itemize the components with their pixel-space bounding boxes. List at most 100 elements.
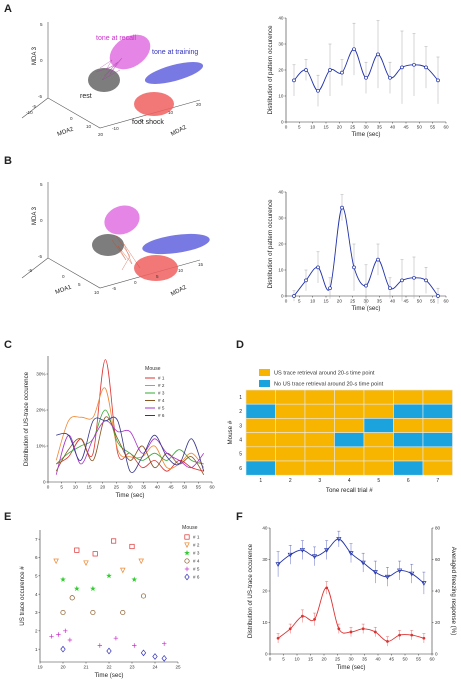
legend-label: # 1 xyxy=(158,376,165,381)
x-tick-label: 40 xyxy=(375,657,381,662)
cluster-rest xyxy=(88,68,120,92)
data-point xyxy=(299,548,305,553)
right-tick-label: 80 xyxy=(435,526,441,531)
y-tick-label: 10 xyxy=(278,268,284,273)
data-point xyxy=(120,609,126,616)
data-point xyxy=(92,551,98,557)
x-tick-label: 20 xyxy=(337,299,343,304)
y-tick-label: 10 xyxy=(278,94,284,99)
panel-letter-f: F xyxy=(236,511,243,523)
right-axis-label: Averaged freezing response (%) xyxy=(450,547,457,636)
y-axis-label: Distribution of pattern occurence xyxy=(267,199,274,289)
y-tick-label: 30% xyxy=(36,372,45,377)
data-point xyxy=(376,257,380,262)
x-tick-label: 25 xyxy=(114,485,120,490)
x-tick-label: 55 xyxy=(196,485,202,490)
y-tick-label: 0 xyxy=(265,652,268,657)
x-tick-label: 0 xyxy=(285,125,288,130)
series-line xyxy=(56,416,205,473)
x-tick-label: 5 xyxy=(298,125,301,130)
data-point xyxy=(313,617,316,621)
series-line xyxy=(277,538,425,584)
y-tick-label: 0 xyxy=(43,480,46,485)
y-tick-label: 20% xyxy=(36,408,45,413)
data-point xyxy=(311,554,318,560)
z-tick: 0 xyxy=(40,58,43,63)
data-point xyxy=(336,537,342,542)
x-tick-label: 25 xyxy=(350,299,356,304)
y-tick-label: 10% xyxy=(36,444,45,449)
data-point xyxy=(288,627,292,631)
x-tick-label: 45 xyxy=(389,657,395,662)
right-tick-label: 0 xyxy=(435,652,438,657)
data-point xyxy=(129,543,135,550)
data-point xyxy=(397,568,403,574)
axis-label-z: MDA 3 xyxy=(32,206,38,225)
data-point xyxy=(140,649,147,657)
data-point xyxy=(384,574,391,580)
x-tick-label: 35 xyxy=(362,657,368,662)
x-tick-label: 30 xyxy=(363,125,369,130)
legend-marker xyxy=(184,542,190,548)
data-point xyxy=(69,595,75,601)
x-tick-label: 10 xyxy=(310,299,316,304)
x-tick-label: 35 xyxy=(377,299,383,304)
series-line xyxy=(55,409,204,465)
y-tick: 20 xyxy=(196,102,202,107)
x-tick-label: 60 xyxy=(443,125,449,130)
y-tick-label: 4 xyxy=(35,592,38,597)
right-tick-label: 60 xyxy=(435,557,441,562)
y-tick: -10 xyxy=(112,126,119,131)
x-tick-label: 20 xyxy=(100,485,106,490)
data-point xyxy=(352,47,356,52)
y-axis-label: US trace occurence # xyxy=(19,566,26,626)
y-tick: 10 xyxy=(178,268,184,273)
data-point xyxy=(388,75,392,80)
y-tick: 5 xyxy=(156,274,159,279)
data-point xyxy=(412,62,416,67)
data-point xyxy=(152,653,158,660)
data-point xyxy=(106,647,112,655)
y-tick-label: 0 xyxy=(281,294,284,299)
data-point xyxy=(304,278,308,283)
heatmap-cell xyxy=(422,460,453,476)
x-tick: 0 xyxy=(70,116,73,121)
data-point xyxy=(376,52,380,57)
data-point xyxy=(90,585,96,592)
data-point xyxy=(111,538,117,544)
cluster-foot-shock xyxy=(134,255,178,281)
y-tick-label: 0 xyxy=(281,120,284,125)
cluster-foot-shock xyxy=(134,92,174,116)
legend-marker xyxy=(184,566,190,572)
panel-letter-b: B xyxy=(4,155,12,167)
x-axis-label: Time (sec) xyxy=(337,664,366,671)
x-axis-label: Tone recall trial # xyxy=(326,487,373,494)
data-point xyxy=(106,572,112,579)
data-point xyxy=(328,286,332,291)
x-tick: 10 xyxy=(86,124,92,129)
x-tick-label: 25 xyxy=(350,125,356,130)
column-label: 5 xyxy=(377,478,380,484)
data-point xyxy=(388,286,392,291)
y-tick-label: 30 xyxy=(262,557,268,562)
legend-label: US trace retrieval around 20-s time poin… xyxy=(274,371,375,377)
data-point xyxy=(276,636,280,640)
data-point xyxy=(73,585,80,592)
legend-marker xyxy=(184,550,190,556)
x-tick-label: 15 xyxy=(323,125,329,130)
x-tick-label: 55 xyxy=(430,125,436,130)
row-label: 1 xyxy=(239,395,242,401)
x-tick-label: 10 xyxy=(73,485,79,490)
data-point xyxy=(63,628,68,634)
axis-label-x: MDA2 xyxy=(57,126,75,138)
data-point xyxy=(337,627,341,631)
x-tick: 10 xyxy=(94,290,100,295)
data-point xyxy=(120,567,126,574)
x-tick: -5 xyxy=(32,104,37,109)
cluster-label-foot-shock: foot shock xyxy=(132,119,164,126)
trajectory-lines xyxy=(111,235,141,271)
